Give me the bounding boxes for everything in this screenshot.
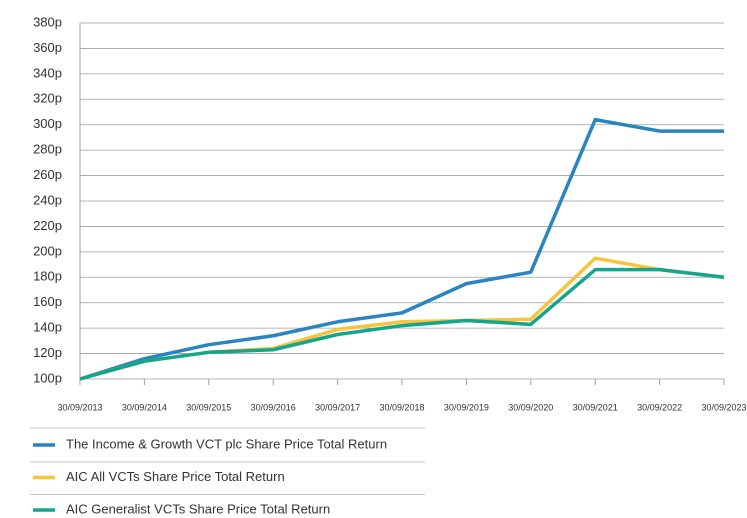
y-tick-label: 220p: [33, 218, 62, 233]
x-tick-label: 30/09/2020: [508, 402, 553, 412]
y-tick-label: 240p: [33, 192, 62, 207]
x-tick-label: 30/09/2022: [637, 402, 682, 412]
y-tick-label: 140p: [33, 320, 62, 335]
legend-label: AIC All VCTs Share Price Total Return: [66, 469, 285, 484]
x-tick-label: 30/09/2016: [251, 402, 296, 412]
y-tick-label: 360p: [33, 40, 62, 55]
x-tick-label: 30/09/2017: [315, 402, 360, 412]
series-line: [79, 256, 725, 381]
x-tick-label: 30/09/2015: [186, 402, 231, 412]
y-tick-label: 260p: [33, 167, 62, 182]
y-tick-label: 160p: [33, 294, 62, 309]
y-tick-label: 200p: [33, 243, 62, 258]
y-tick-label: 100p: [33, 370, 62, 385]
legend-label: The Income & Growth VCT plc Share Price …: [66, 436, 387, 451]
legend-label: AIC Generalist VCTs Share Price Total Re…: [66, 501, 330, 516]
y-tick-label: 320p: [33, 91, 62, 106]
y-tick-label: 380p: [33, 14, 62, 29]
x-tick-label: 30/09/2023: [701, 402, 746, 412]
y-tick-label: 280p: [33, 142, 62, 157]
y-tick-label: 300p: [33, 116, 62, 131]
x-tick-label: 30/09/2014: [122, 402, 167, 412]
x-tick-label: 30/09/2018: [379, 402, 424, 412]
y-tick-label: 120p: [33, 345, 62, 360]
y-tick-label: 340p: [33, 65, 62, 80]
series-line: [79, 117, 724, 381]
series-line: [79, 267, 725, 381]
x-tick-label: 30/09/2019: [444, 402, 489, 412]
x-tick-label: 30/09/2013: [57, 402, 102, 412]
y-tick-label: 180p: [33, 269, 62, 284]
x-tick-label: 30/09/2021: [573, 402, 618, 412]
